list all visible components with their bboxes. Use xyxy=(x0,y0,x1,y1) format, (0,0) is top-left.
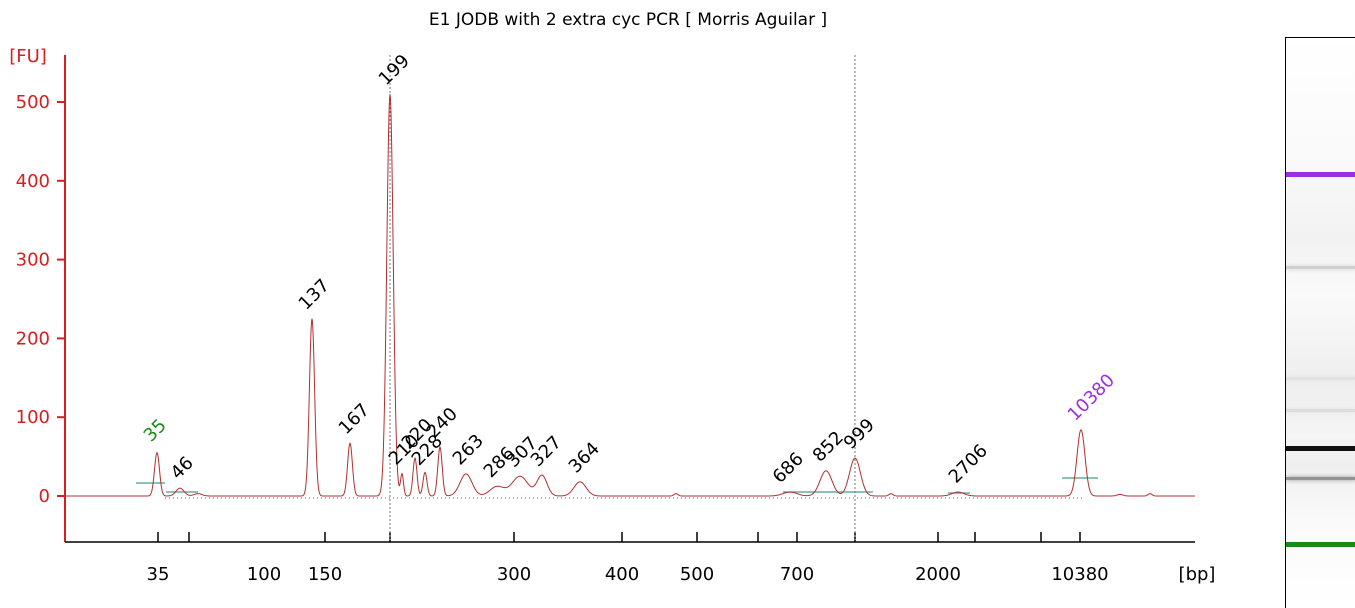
gel-band xyxy=(1286,542,1355,548)
gel-band xyxy=(1286,476,1355,480)
gel-band xyxy=(1286,377,1355,381)
x-tick-label: 100 xyxy=(247,564,281,585)
gel-band xyxy=(1286,445,1355,451)
peak-label: 35 xyxy=(140,415,171,446)
gel-band xyxy=(1286,408,1355,412)
reference-lines xyxy=(165,55,1085,540)
peak-label: 137 xyxy=(295,275,334,314)
x-tick-label: 10380 xyxy=(1051,564,1108,585)
peak-label: 2706 xyxy=(945,440,992,487)
gel-lane xyxy=(1285,37,1355,608)
gel-band xyxy=(1286,266,1355,269)
peak-label: 167 xyxy=(335,400,374,439)
y-tick-label: 0 xyxy=(39,486,50,507)
y-tick-label: 100 xyxy=(16,407,50,428)
electropherogram-chart: E1 JODB with 2 extra cyc PCR [ Morris Ag… xyxy=(9,10,1216,585)
x-axis-label: [bp] xyxy=(1179,564,1216,585)
y-tick-label: 300 xyxy=(16,250,50,271)
x-tick-label: 400 xyxy=(605,564,639,585)
x-tick-label: 300 xyxy=(497,564,531,585)
y-tick-label: 400 xyxy=(16,171,50,192)
gel-band xyxy=(1286,171,1355,177)
peak-label: 46 xyxy=(167,453,198,484)
x-tick-label: 2000 xyxy=(915,564,961,585)
gel-background xyxy=(1286,38,1355,608)
peak-label: 364 xyxy=(565,438,604,477)
x-tick-label: 500 xyxy=(680,564,714,585)
x-tick-label: 35 xyxy=(147,564,170,585)
chart-title: E1 JODB with 2 extra cyc PCR [ Morris Ag… xyxy=(429,10,827,30)
peak-label: 852 xyxy=(809,427,848,466)
peak-labels: 3546137167199210220228240263286307327364… xyxy=(140,51,1119,488)
peak-label: 686 xyxy=(769,448,808,487)
peak-label: 999 xyxy=(840,415,879,454)
y-tick-label: 500 xyxy=(16,92,50,113)
fluorescence-trace xyxy=(65,94,1195,497)
peak-baselines xyxy=(136,477,1098,494)
x-tick-label: 700 xyxy=(780,564,814,585)
peak-label: 199 xyxy=(375,51,414,90)
y-axis: 0 100 200 300 400 500 xyxy=(16,55,66,542)
x-tick-label: 150 xyxy=(308,564,342,585)
peak-label: 10380 xyxy=(1064,370,1119,425)
y-axis-label: [FU] xyxy=(9,46,47,67)
peak-label: 327 xyxy=(527,432,566,471)
y-tick-label: 200 xyxy=(16,328,50,349)
x-axis: 35 100 150 300 400 500 700 2000 10380 xyxy=(65,532,1195,585)
